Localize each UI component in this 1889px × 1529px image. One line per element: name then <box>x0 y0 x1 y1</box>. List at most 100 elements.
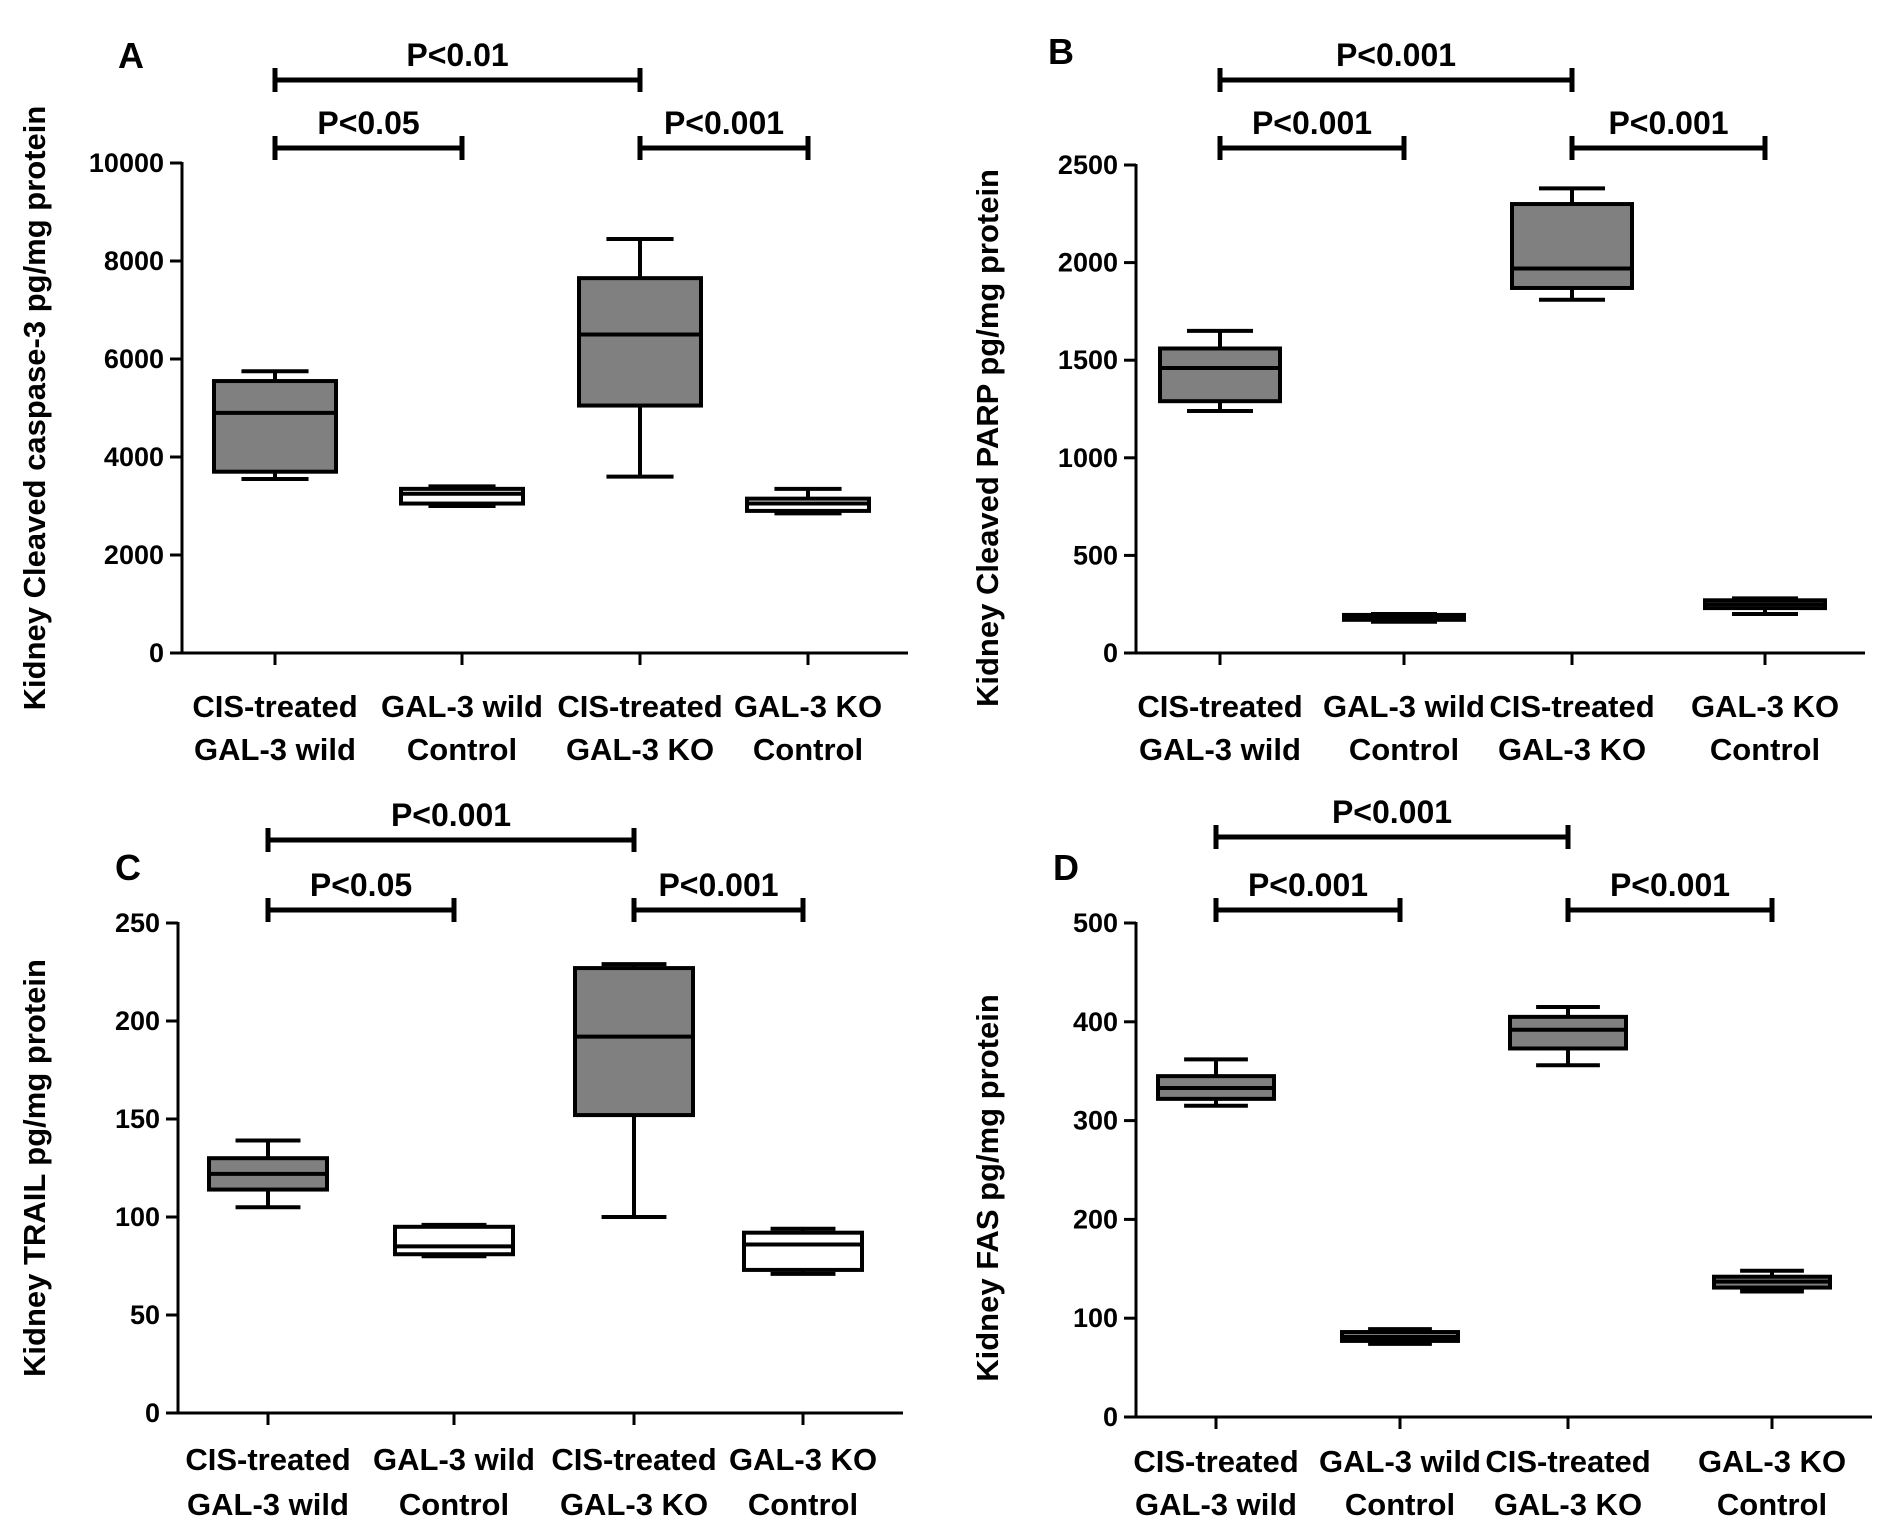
significance-bracket: P<0.001 <box>1217 37 1575 92</box>
box-plot <box>212 369 338 482</box>
box-plot <box>1340 1327 1460 1346</box>
box-plot <box>1156 1057 1276 1108</box>
significance-bracket: P<0.05 <box>265 867 457 922</box>
iqr-box <box>212 379 338 474</box>
panel-b: B Kidney Cleaved PARP pg/mg protein 0 500 10… <box>970 31 1865 767</box>
iqr-box <box>577 276 703 408</box>
y-tick-label: 200 <box>1073 1204 1118 1234</box>
box-plot <box>1510 186 1634 302</box>
category-label-line2: Control <box>1710 732 1820 767</box>
p-value-label: P<0.001 <box>1252 105 1372 141</box>
category-label-line1: CIS-treated <box>557 689 722 724</box>
p-value-label: P<0.001 <box>1608 105 1728 141</box>
panel-d: D Kidney FAS pg/mg protein 0 100 200 300 400 50… <box>970 794 1872 1522</box>
y-tick-label: 0 <box>1103 1402 1118 1432</box>
box-plot <box>207 1138 329 1210</box>
iqr-box <box>1510 202 1634 290</box>
y-tick-label: 0 <box>149 638 164 668</box>
category-label-line2: GAL-3 wild <box>1135 1487 1297 1522</box>
significance-bracket: P<0.001 <box>1565 867 1775 922</box>
panel-letter: B <box>1048 31 1074 72</box>
category-label-line1: CIS-treated <box>192 689 357 724</box>
y-tick-label: 1500 <box>1058 345 1118 375</box>
p-value-label: P<0.001 <box>391 797 511 833</box>
category-label-line1: GAL-3 KO <box>729 1442 877 1477</box>
category-label-line1: GAL-3 KO <box>1691 689 1839 724</box>
p-value-label: P<0.001 <box>1336 37 1456 73</box>
iqr-box <box>573 966 695 1118</box>
y-tick-label: 400 <box>1073 1007 1118 1037</box>
significance-bracket: P<0.001 <box>265 797 637 852</box>
category-label-line2: GAL-3 wild <box>187 1487 349 1522</box>
box-plot <box>745 486 871 516</box>
category-label-line2: Control <box>399 1487 509 1522</box>
significance-bracket: P<0.001 <box>1213 794 1571 849</box>
category-label-line1: CIS-treated <box>551 1442 716 1477</box>
category-label-line1: GAL-3 KO <box>734 689 882 724</box>
category-label-line2: Control <box>407 732 517 767</box>
p-value-label: P<0.001 <box>1610 867 1730 903</box>
significance-bracket: P<0.001 <box>631 867 806 922</box>
y-tick-label: 2500 <box>1058 150 1118 180</box>
category-label-line1: CIS-treated <box>1133 1444 1298 1479</box>
p-value-label: P<0.01 <box>406 37 508 73</box>
significance-bracket: P<0.001 <box>1569 105 1768 160</box>
y-tick-label: 6000 <box>104 344 164 374</box>
panel-a: A Kidney Cleaved caspase-3 pg/mg protein 0… <box>17 35 908 767</box>
y-tick-label: 0 <box>1103 638 1118 668</box>
category-label-line1: GAL-3 wild <box>381 689 543 724</box>
category-label-line2: GAL-3 KO <box>560 1487 708 1522</box>
p-value-label: P<0.001 <box>658 867 778 903</box>
y-tick-label: 2000 <box>1058 248 1118 278</box>
y-tick-label: 10000 <box>89 148 164 178</box>
y-tick-label: 500 <box>1073 908 1118 938</box>
box-plot <box>1703 596 1827 616</box>
y-axis-label: Kidney Cleaved caspase-3 pg/mg protein <box>17 106 52 711</box>
y-tick-label: 100 <box>1073 1303 1118 1333</box>
y-axis-label: Kidney TRAIL pg/mg protein <box>17 959 52 1377</box>
category-label-line1: GAL-3 wild <box>1319 1444 1481 1479</box>
iqr-box <box>1158 346 1282 404</box>
category-label-line2: Control <box>1349 732 1459 767</box>
p-value-label: P<0.001 <box>1332 794 1452 830</box>
box-plot <box>399 484 525 508</box>
category-label-line2: GAL-3 wild <box>1139 732 1301 767</box>
category-label-line1: CIS-treated <box>1137 689 1302 724</box>
box-plot <box>1508 1004 1628 1068</box>
y-tick-label: 100 <box>115 1202 160 1232</box>
category-label-line1: GAL-3 wild <box>373 1442 535 1477</box>
significance-bracket: P<0.001 <box>1213 867 1403 922</box>
category-label-line2: GAL-3 KO <box>566 732 714 767</box>
significance-bracket: P<0.001 <box>1217 105 1407 160</box>
significance-bracket: P<0.001 <box>637 105 811 160</box>
y-tick-label: 250 <box>115 908 160 938</box>
y-tick-label: 150 <box>115 1104 160 1134</box>
panel-letter: D <box>1053 847 1079 888</box>
category-label-line2: GAL-3 KO <box>1494 1487 1642 1522</box>
y-axis-label: Kidney FAS pg/mg protein <box>970 994 1005 1382</box>
box-plot <box>1342 611 1466 624</box>
y-tick-label: 2000 <box>104 540 164 570</box>
category-label-line1: GAL-3 KO <box>1698 1444 1846 1479</box>
y-tick-label: 200 <box>115 1006 160 1036</box>
iqr-box <box>742 1230 864 1272</box>
iqr-box <box>393 1224 515 1257</box>
y-tick-label: 4000 <box>104 442 164 472</box>
p-value-label: P<0.05 <box>310 867 412 903</box>
y-tick-label: 0 <box>145 1398 160 1428</box>
significance-bracket: P<0.05 <box>272 105 465 160</box>
y-tick-label: 500 <box>1073 540 1118 570</box>
box-plot <box>1712 1268 1832 1294</box>
box-plot <box>742 1226 864 1276</box>
category-label-line2: Control <box>748 1487 858 1522</box>
box-plot <box>1158 328 1282 413</box>
y-axis-label: Kidney Cleaved PARP pg/mg protein <box>970 169 1005 707</box>
panel-letter: A <box>118 35 144 76</box>
iqr-box <box>1508 1014 1628 1051</box>
box-plot <box>573 962 695 1219</box>
category-label-line1: CIS-treated <box>1489 689 1654 724</box>
p-value-label: P<0.001 <box>664 105 784 141</box>
category-label-line2: GAL-3 KO <box>1498 732 1646 767</box>
category-label-line2: Control <box>753 732 863 767</box>
